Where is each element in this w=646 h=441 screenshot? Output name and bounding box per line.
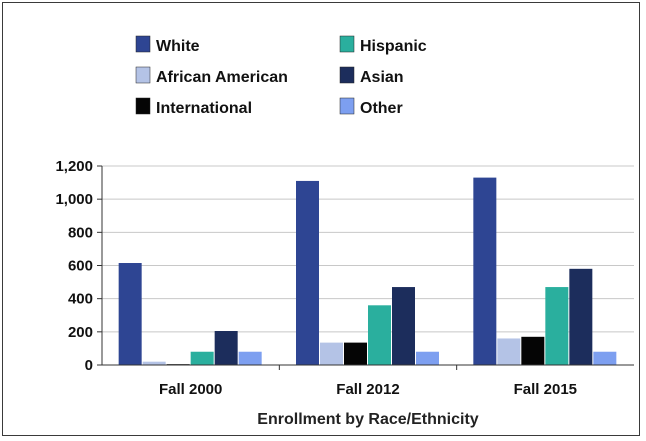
x-axis-title: Enrollment by Race/Ethnicity bbox=[257, 411, 478, 428]
legend-item: Hispanic bbox=[340, 36, 427, 55]
y-tick-label: 1,000 bbox=[55, 191, 93, 208]
x-category-label: Fall 2012 bbox=[336, 381, 399, 398]
legend-label: Asian bbox=[360, 69, 404, 86]
bar-white bbox=[119, 263, 142, 365]
legend-label: International bbox=[156, 100, 252, 117]
bar-asian bbox=[215, 331, 238, 365]
legend-swatch bbox=[340, 67, 354, 83]
legend-label: Hispanic bbox=[360, 38, 427, 55]
bar-asian bbox=[569, 269, 592, 365]
legend-label: Other bbox=[360, 100, 403, 117]
bar-other bbox=[416, 352, 439, 365]
legend-swatch bbox=[340, 98, 354, 114]
legend-item: Other bbox=[340, 98, 403, 117]
x-category-labels: Fall 2000 Fall 2012 Fall 2015 bbox=[159, 381, 577, 398]
legend-label: African American bbox=[156, 69, 288, 86]
bar-other bbox=[239, 352, 262, 365]
bar-asian bbox=[392, 287, 415, 365]
legend-label: White bbox=[156, 38, 200, 55]
bar-other bbox=[593, 352, 616, 365]
legend-item: African American bbox=[136, 67, 288, 86]
y-tick-labels: 0 200 400 600 800 1,000 1,200 bbox=[55, 158, 93, 374]
legend-item: Asian bbox=[340, 67, 404, 86]
y-tick-label: 800 bbox=[68, 224, 93, 241]
bar-international bbox=[344, 343, 367, 365]
x-category-label: Fall 2000 bbox=[159, 381, 222, 398]
y-tick-label: 0 bbox=[85, 357, 93, 374]
bar-hispanic bbox=[191, 352, 214, 365]
bar-international bbox=[521, 337, 544, 365]
legend-swatch bbox=[136, 67, 150, 83]
y-tick-label: 600 bbox=[68, 258, 93, 275]
bar-hispanic bbox=[545, 287, 568, 365]
legend-swatch bbox=[136, 36, 150, 52]
bar-white bbox=[296, 181, 319, 365]
legend: White African American International Hispan… bbox=[136, 36, 427, 117]
legend-item: White bbox=[136, 36, 200, 55]
y-tick-label: 200 bbox=[68, 324, 93, 341]
legend-swatch bbox=[340, 36, 354, 52]
bar-white bbox=[473, 178, 496, 365]
y-tick-label: 400 bbox=[68, 291, 93, 308]
legend-item: International bbox=[136, 98, 252, 117]
bar-hispanic bbox=[368, 305, 391, 365]
x-category-label: Fall 2015 bbox=[514, 381, 577, 398]
bars bbox=[119, 178, 617, 365]
bar-african-american bbox=[320, 343, 343, 365]
y-tick-label: 1,200 bbox=[55, 158, 93, 175]
bar-african-american bbox=[497, 338, 520, 365]
legend-swatch bbox=[136, 98, 150, 114]
